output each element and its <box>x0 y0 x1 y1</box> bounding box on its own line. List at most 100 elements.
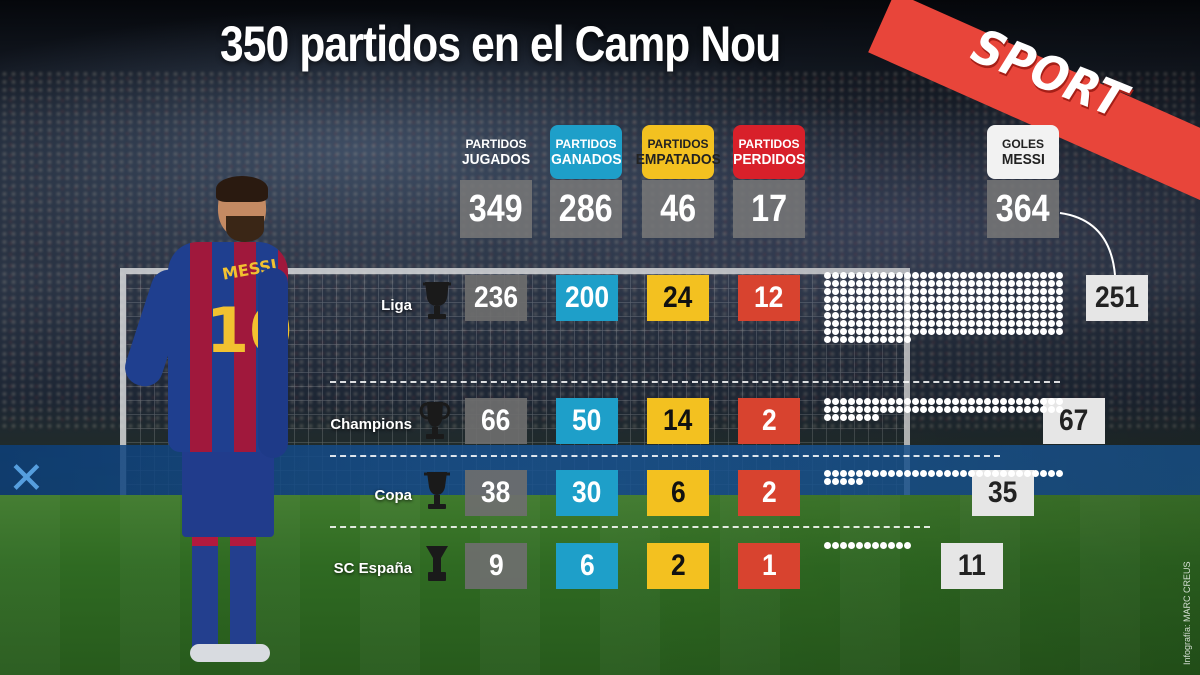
goal-dot <box>936 288 943 295</box>
goal-dot <box>1000 280 1007 287</box>
goal-dot <box>928 304 935 311</box>
goal-dot <box>944 288 951 295</box>
goal-dot <box>936 304 943 311</box>
cell-value: 50 <box>572 404 602 437</box>
goal-dot <box>880 320 887 327</box>
goal-dot <box>832 304 839 311</box>
goal-dot <box>856 336 863 343</box>
goal-dot <box>992 398 999 405</box>
goal-dot <box>1016 272 1023 279</box>
goal-dot <box>1056 304 1063 311</box>
cell-value: 9 <box>488 549 504 582</box>
goal-dot <box>952 312 959 319</box>
goal-dot <box>936 406 943 413</box>
goal-dot <box>984 272 991 279</box>
goal-dot <box>920 312 927 319</box>
goal-dot <box>960 280 967 287</box>
total-value: 46 <box>660 187 696 230</box>
goal-dot <box>1008 288 1015 295</box>
goal-dot <box>848 398 855 405</box>
goal-dot <box>920 398 927 405</box>
goal-dot <box>872 288 879 295</box>
goal-dot <box>944 398 951 405</box>
goal-dot <box>904 320 911 327</box>
goal-dot <box>824 296 831 303</box>
goal-dot <box>944 320 951 327</box>
goal-dot <box>1040 320 1047 327</box>
goal-dot <box>1016 296 1023 303</box>
goal-dot <box>1032 280 1039 287</box>
goal-dot <box>880 296 887 303</box>
goal-dot <box>856 304 863 311</box>
goal-dot <box>848 542 855 549</box>
goal-dot <box>928 470 935 477</box>
goal-dot <box>976 328 983 335</box>
goal-dot <box>1056 272 1063 279</box>
cell-sc-espana-perdidos: 1 <box>738 543 800 589</box>
goal-dot <box>912 288 919 295</box>
goal-dot <box>864 320 871 327</box>
goal-dot <box>888 336 895 343</box>
goal-dot <box>864 312 871 319</box>
goal-dot <box>840 336 847 343</box>
goal-dot <box>912 272 919 279</box>
goal-frame <box>120 268 910 513</box>
goal-dot <box>840 398 847 405</box>
cell-value: 6 <box>579 549 595 582</box>
goal-dot <box>864 280 871 287</box>
goal-dot <box>896 328 903 335</box>
goal-dot <box>944 272 951 279</box>
goal-dot <box>864 470 871 477</box>
goal-dot <box>896 406 903 413</box>
goal-dot <box>888 542 895 549</box>
goal-dot <box>1000 398 1007 405</box>
goal-dot <box>976 320 983 327</box>
goal-dot <box>888 328 895 335</box>
goal-dot <box>1048 470 1055 477</box>
goal-dot <box>944 280 951 287</box>
goal-dot <box>832 406 839 413</box>
goles-champions: 67 <box>1043 398 1105 444</box>
goal-dot <box>824 470 831 477</box>
goal-dot <box>888 304 895 311</box>
cell-champions-ganados: 50 <box>556 398 618 444</box>
goal-dot <box>1048 288 1055 295</box>
goal-dot <box>1056 470 1063 477</box>
goal-dot <box>872 398 879 405</box>
goal-dot <box>1032 398 1039 405</box>
goal-dot <box>856 280 863 287</box>
goal-dot <box>1008 304 1015 311</box>
goal-dot <box>992 312 999 319</box>
divider <box>330 455 1000 457</box>
goal-dot <box>1008 328 1015 335</box>
goal-dot <box>904 288 911 295</box>
goal-dot <box>840 304 847 311</box>
goal-dot <box>904 296 911 303</box>
goal-dot <box>1056 328 1063 335</box>
goal-dot <box>1032 406 1039 413</box>
goal-dot <box>960 312 967 319</box>
goal-dot <box>840 288 847 295</box>
goal-dot <box>1040 398 1047 405</box>
goal-dot <box>1032 470 1039 477</box>
goal-dot <box>856 542 863 549</box>
goal-dot <box>832 478 839 485</box>
goal-dot <box>848 414 855 421</box>
cell-copa-empatados: 6 <box>647 470 709 516</box>
goal-dot <box>912 304 919 311</box>
goal-dot <box>888 312 895 319</box>
goal-dot <box>1016 288 1023 295</box>
cell-value: 38 <box>481 476 511 509</box>
goal-dot <box>952 272 959 279</box>
goal-dot <box>888 406 895 413</box>
goal-dot <box>856 312 863 319</box>
goal-dot <box>824 312 831 319</box>
goal-dot <box>1048 272 1055 279</box>
goal-dot <box>896 542 903 549</box>
goal-dot <box>904 272 911 279</box>
goal-dot <box>1048 280 1055 287</box>
cell-value: 30 <box>572 476 602 509</box>
goal-dot <box>912 328 919 335</box>
goal-dot <box>880 312 887 319</box>
goal-dot <box>920 280 927 287</box>
